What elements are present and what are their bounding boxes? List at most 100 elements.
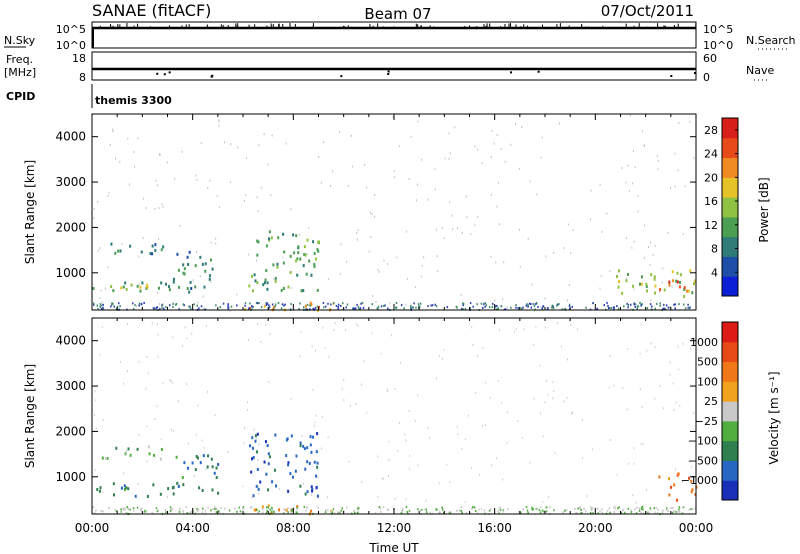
power-ground-cell (462, 302, 464, 305)
power-cell (262, 283, 265, 287)
velocity-noise-cell (95, 427, 97, 430)
velocity-noise-cell (640, 443, 642, 446)
power-ground-cell (462, 302, 465, 305)
velocity-cell (182, 483, 185, 487)
power-ground-cell (418, 305, 421, 308)
velocity-cell (250, 470, 253, 474)
power-noise-cell (496, 133, 498, 136)
power-ground-cell (410, 304, 412, 307)
power-ground-cell (337, 307, 339, 310)
power-noise-cell (566, 299, 568, 302)
velocity-ground-cell (332, 508, 335, 511)
power-cell (120, 286, 123, 290)
power-cell (263, 304, 266, 308)
velocity-ground-cell (617, 507, 619, 510)
power-ground-cell (556, 304, 558, 307)
power-colorbar-swatch (722, 236, 738, 257)
velocity-noise-cell (205, 468, 207, 471)
power-ground-cell (527, 305, 529, 308)
power-noise-cell (100, 289, 102, 292)
power-ground-cell (99, 303, 102, 306)
power-noise-cell (136, 305, 138, 308)
velocity-noise-cell (408, 410, 410, 413)
power-ground-cell (222, 302, 225, 305)
velocity-ground-cell (139, 508, 142, 511)
power-ground-cell (456, 306, 458, 309)
power-cell (157, 286, 160, 290)
power-ground-cell (268, 307, 270, 310)
power-ground-cell (258, 302, 260, 305)
power-cell (297, 251, 300, 255)
power-ground-cell (256, 302, 259, 305)
power-noise-cell (504, 160, 506, 163)
velocity-ground-cell (341, 507, 344, 510)
power-noise-cell (684, 185, 686, 188)
power-cell (679, 273, 682, 277)
power-ground-cell (132, 308, 135, 311)
velocity-noise-cell (681, 480, 683, 483)
velocity-noise-cell (160, 438, 162, 441)
power-noise-cell (633, 288, 635, 291)
power-ground-cell (99, 305, 101, 308)
power-noise-cell (368, 250, 370, 253)
power-noise-cell (218, 124, 220, 127)
power-cell (653, 277, 656, 281)
velocity-noise-cell (556, 322, 558, 325)
velocity-ground-cell (681, 512, 684, 515)
velocity-ground-cell (178, 510, 181, 513)
velocity-noise-cell (566, 396, 568, 399)
velocity-ground-cell (691, 508, 694, 511)
power-cell (293, 251, 296, 255)
power-ground-cell (535, 302, 538, 305)
power-noise-cell (273, 277, 275, 280)
velocity-noise-cell (628, 462, 630, 465)
power-cell (194, 264, 197, 268)
power-ground-cell (665, 304, 668, 307)
velocity-noise-cell (201, 439, 203, 442)
velocity-ground-cell (100, 509, 103, 512)
power-noise-cell (477, 215, 479, 218)
power-noise-cell (387, 263, 389, 266)
power-noise-cell (661, 281, 663, 284)
power-cell (694, 279, 697, 283)
velocity-noise-cell (477, 354, 479, 357)
velocity-noise-cell (429, 436, 431, 439)
power-ground-cell (97, 308, 99, 311)
velocity-cell (287, 461, 290, 465)
velocity-noise-cell (388, 474, 390, 477)
power-ground-cell (481, 306, 484, 309)
power-ground-cell (140, 302, 143, 305)
power-cell (304, 253, 307, 257)
velocity-ground-cell (425, 511, 428, 514)
power-noise-cell (369, 211, 371, 214)
power-noise-cell (427, 198, 429, 201)
velocity-ground-cell (564, 509, 566, 512)
power-ground-cell (182, 303, 185, 306)
power-ground-cell (152, 307, 155, 310)
power-noise-cell (629, 114, 631, 117)
power-noise-cell (133, 150, 135, 153)
velocity-cell (263, 460, 266, 464)
velocity-noise-cell (545, 380, 547, 383)
velocity-ground-cell (678, 508, 680, 511)
velocity-noise-cell (442, 357, 444, 360)
power-ground-cell (552, 305, 555, 308)
velocity-noise-cell (311, 345, 313, 348)
power-cell (136, 284, 139, 288)
power-ground-cell (161, 306, 163, 309)
power-cell (176, 252, 179, 256)
velocity-noise-cell (246, 408, 248, 411)
velocity-noise-cell (679, 404, 681, 407)
power-colorbar-swatch (722, 118, 738, 139)
power-cell (244, 307, 247, 311)
power-noise-cell (121, 242, 123, 245)
power-ground-cell (603, 304, 605, 307)
velocity-cell (270, 511, 273, 515)
velocity-ground-cell (127, 507, 130, 510)
velocity-noise-cell (627, 347, 629, 350)
power-cell (676, 280, 679, 284)
power-ground-cell (504, 308, 507, 311)
power-ground-cell (165, 306, 167, 309)
power-noise-cell (162, 206, 164, 209)
velocity-cell (306, 490, 309, 494)
